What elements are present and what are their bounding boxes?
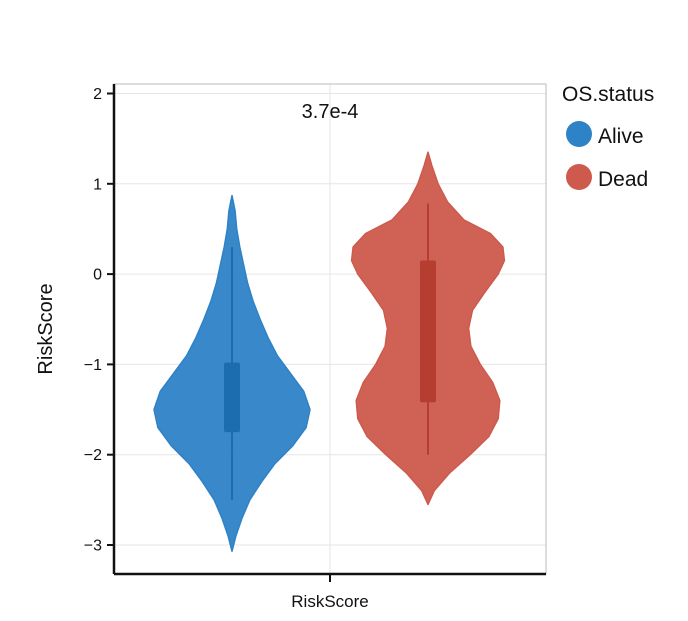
axes	[112, 84, 546, 582]
violins	[153, 151, 506, 553]
legend-title: OS.status	[562, 83, 654, 106]
y-tick-label: −2	[84, 447, 102, 464]
box-alive	[224, 362, 240, 433]
legend-label-dead: Dead	[598, 168, 648, 191]
legend-swatch-alive	[566, 121, 592, 147]
box-dead	[420, 260, 436, 403]
grid-lines	[114, 84, 546, 574]
y-axis-title: RiskScore	[35, 283, 57, 374]
p-value-annotation: 3.7e-4	[302, 101, 359, 123]
legend: OS.status Alive Dead	[562, 83, 654, 191]
y-tick-label: −1	[84, 357, 102, 374]
x-axis-title: RiskScore	[291, 592, 368, 611]
legend-swatch-dead	[566, 164, 592, 190]
y-tick-label: 0	[93, 267, 102, 284]
y-tick-label: 1	[93, 176, 102, 193]
y-tick-label: −3	[84, 538, 102, 555]
y-tick-label: 2	[93, 86, 102, 103]
y-ticks: 2 1 0 −1 −2 −3	[84, 86, 114, 555]
legend-label-alive: Alive	[598, 125, 644, 148]
